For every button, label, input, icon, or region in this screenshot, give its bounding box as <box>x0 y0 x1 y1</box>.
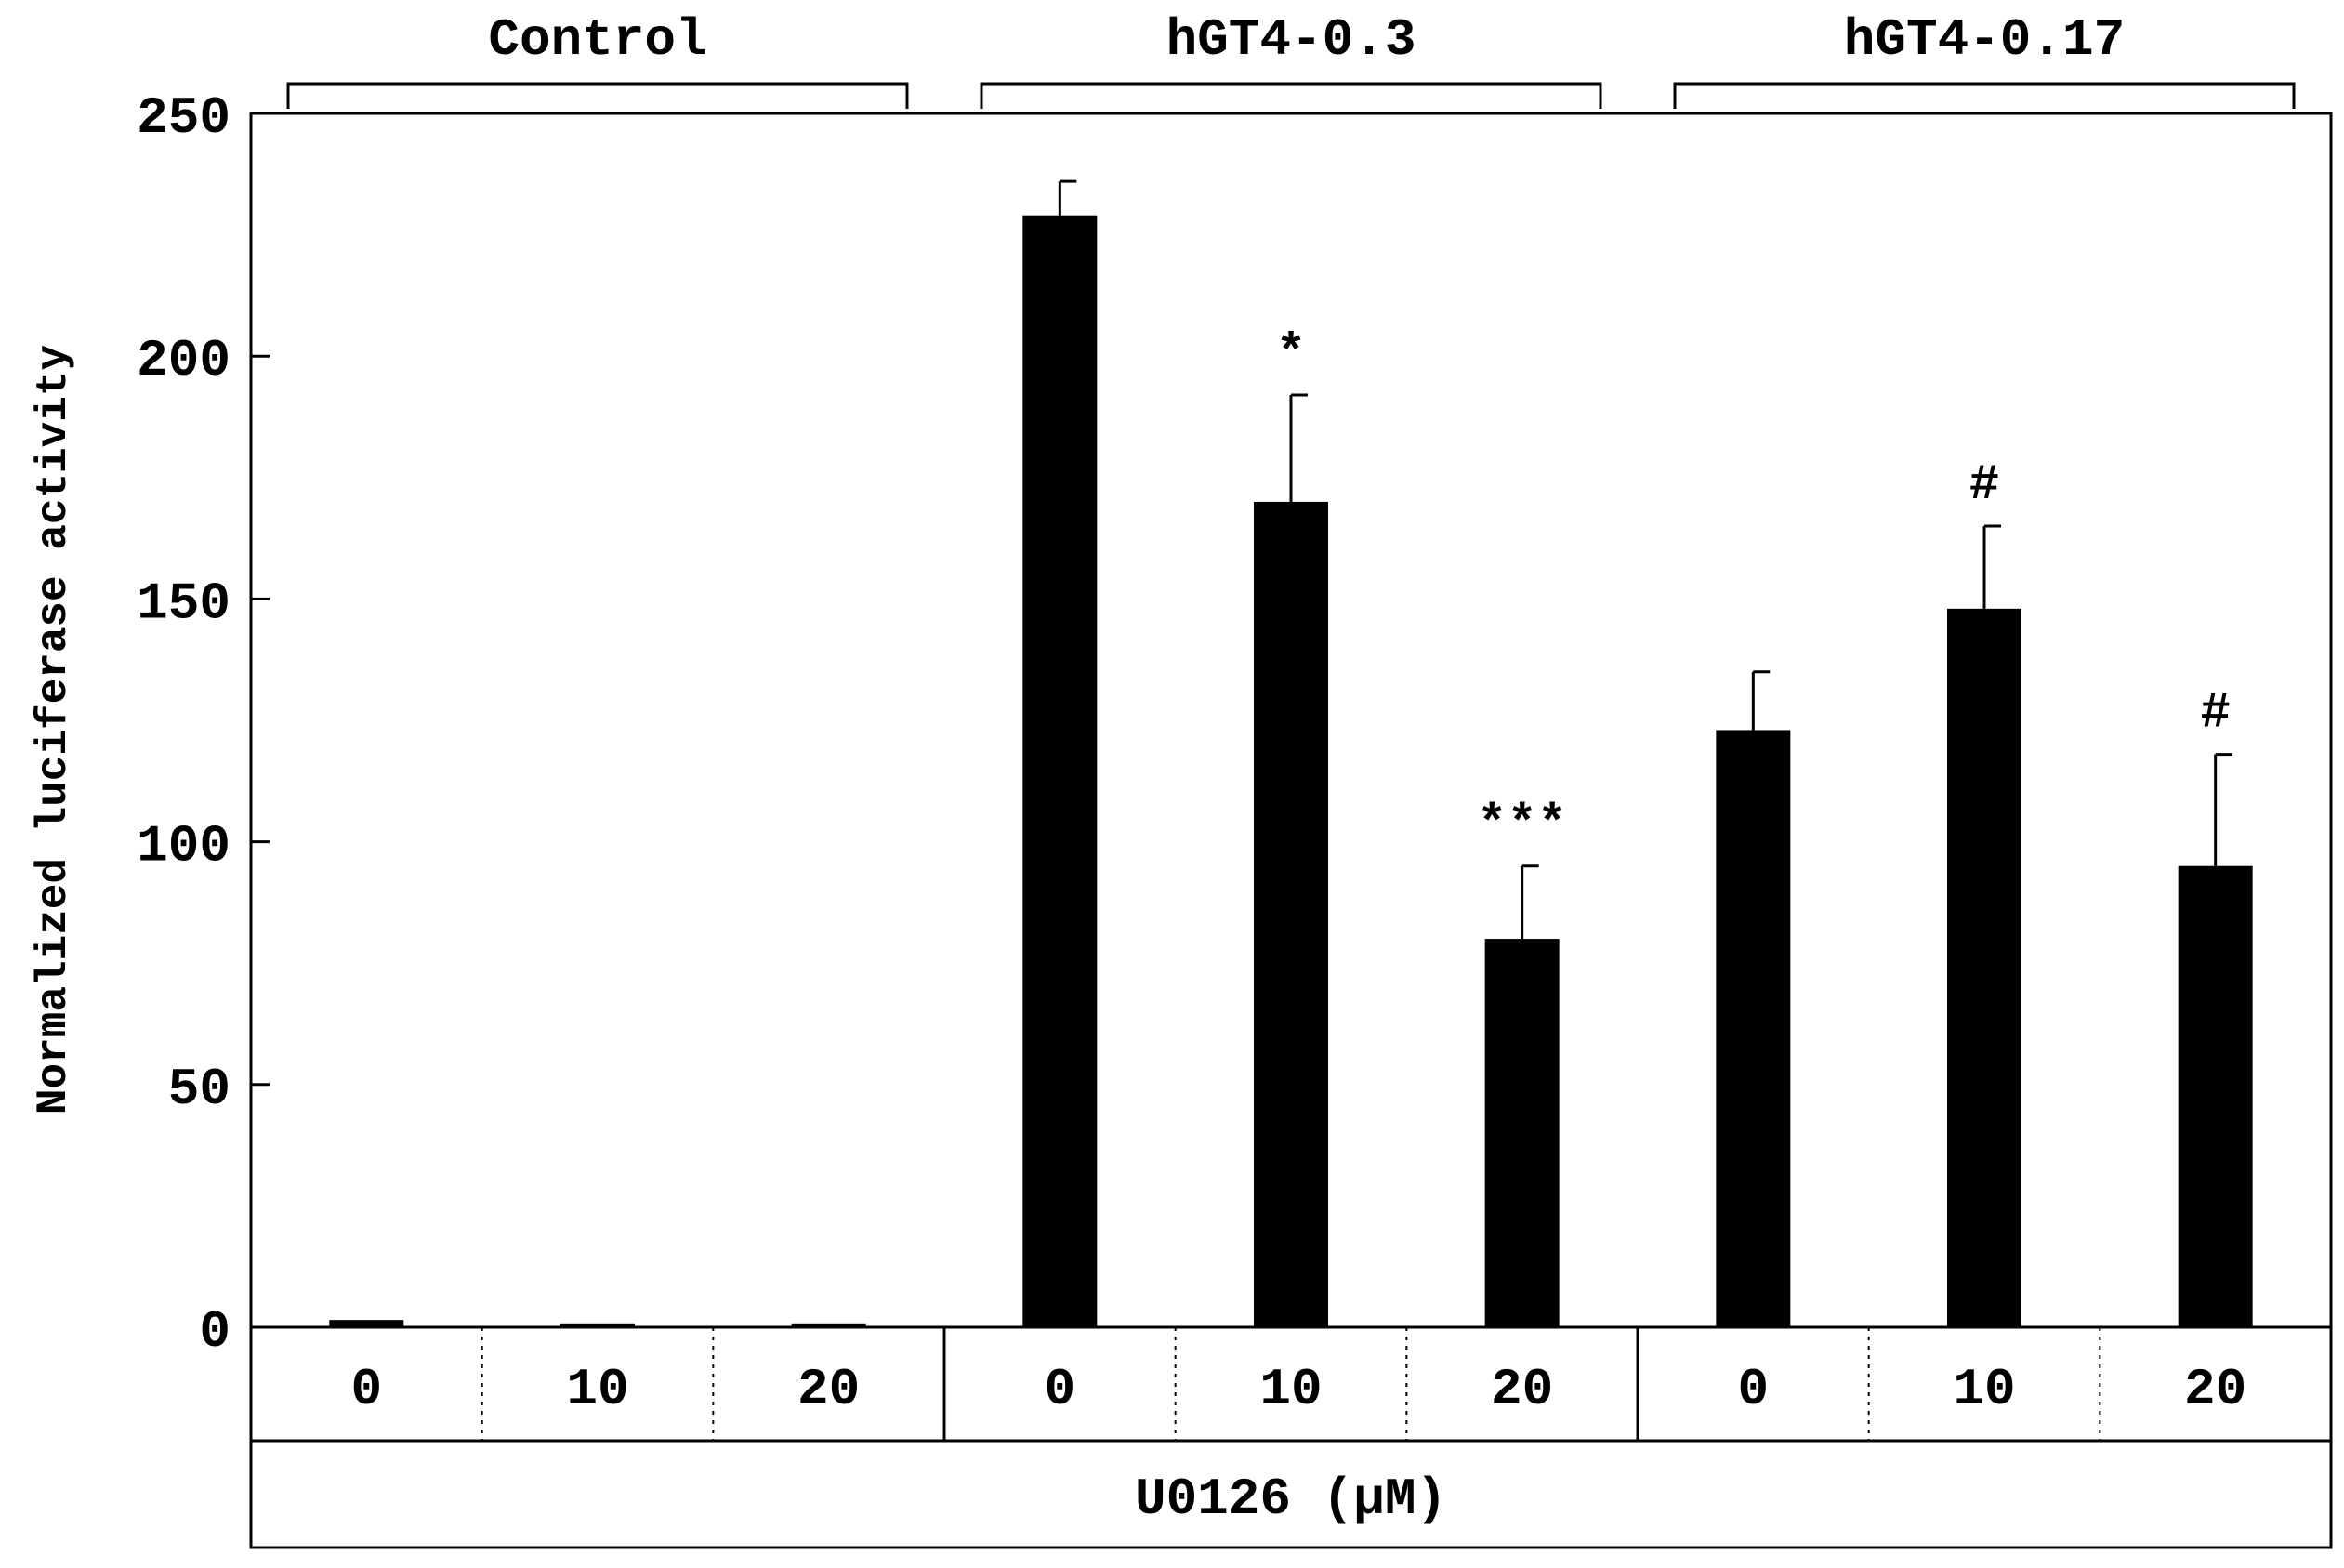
x-table-frame <box>249 1325 2333 1549</box>
significance-label: # <box>1969 457 1999 514</box>
group-label: Control <box>488 10 706 70</box>
significance-label: * <box>1276 326 1306 383</box>
bar <box>1484 939 1560 1327</box>
x-tick-label: 10 <box>1953 1360 2015 1419</box>
y-tick-label: 200 <box>137 331 230 390</box>
bar <box>791 1323 866 1327</box>
group-label: hGT4-0.3 <box>1166 10 1416 70</box>
bar <box>1947 608 2021 1327</box>
bar <box>1254 501 1328 1327</box>
group-bracket <box>1673 82 2296 109</box>
x-axis-label: U0126 (μM) <box>1135 1469 1447 1529</box>
bar <box>2178 865 2253 1327</box>
y-tick-label: 0 <box>199 1302 230 1362</box>
x-tick-label: 20 <box>2184 1360 2246 1419</box>
bar <box>1716 730 1791 1327</box>
y-axis-label: Normalized luciferase activity <box>30 345 78 1114</box>
x-tick-label: 0 <box>351 1360 383 1419</box>
group-bracket <box>286 82 909 109</box>
y-tick-label: 100 <box>137 817 230 876</box>
bar <box>1022 215 1098 1328</box>
significance-label: # <box>2200 686 2230 743</box>
y-tick-label: 50 <box>168 1060 230 1119</box>
x-tick-label: 0 <box>1738 1360 1770 1419</box>
significance-label: *** <box>1477 797 1567 854</box>
x-tick-label: 10 <box>566 1360 628 1419</box>
group-bracket <box>980 82 1602 109</box>
x-tick-label: 10 <box>1259 1360 1322 1419</box>
y-tick-label: 150 <box>137 573 230 633</box>
group-label: hGT4-0.17 <box>1844 10 2125 70</box>
bar <box>560 1323 635 1327</box>
x-tick-label: 0 <box>1045 1360 1076 1419</box>
bar <box>329 1320 404 1327</box>
x-tick-label: 20 <box>797 1360 860 1419</box>
x-tick-label: 20 <box>1491 1360 1553 1419</box>
y-tick-label: 250 <box>137 88 230 148</box>
